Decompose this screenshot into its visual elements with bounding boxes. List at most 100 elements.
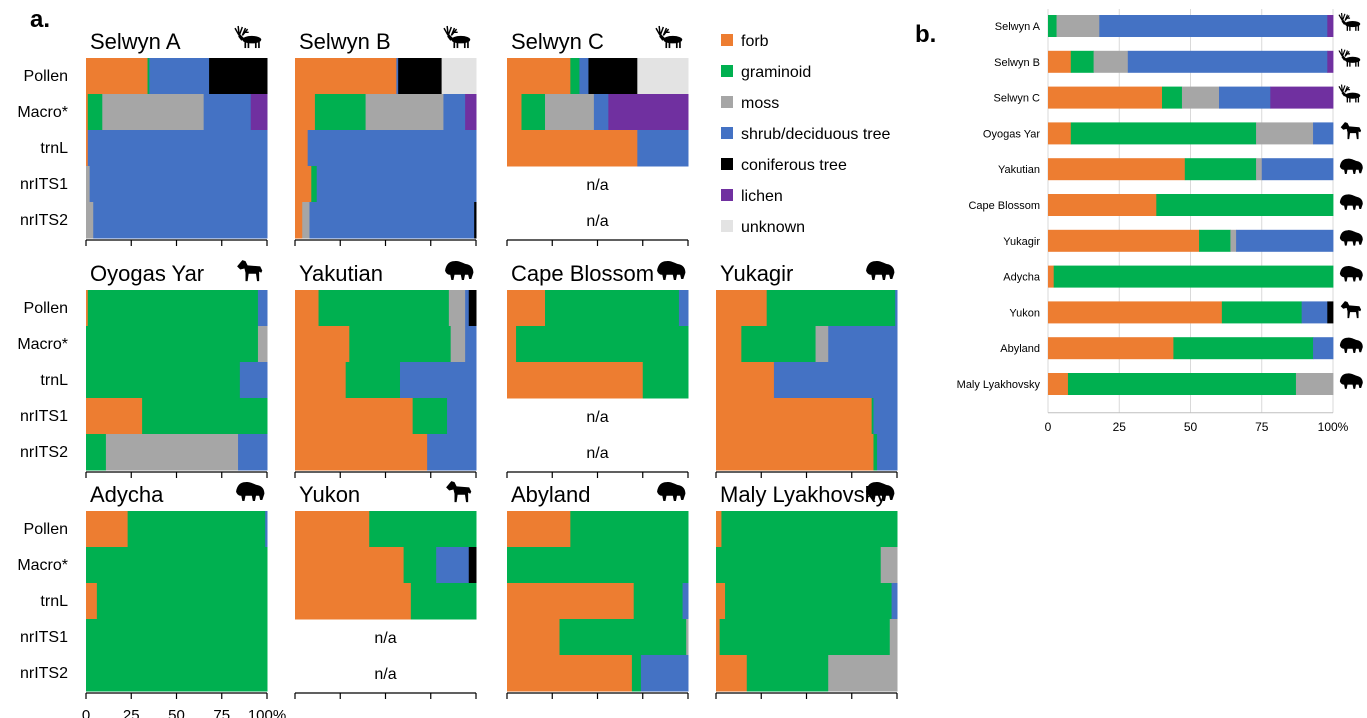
bar-segment-shrub (679, 290, 689, 327)
na-label: n/a (586, 213, 608, 230)
site-block: Adycha Pollen Macro* trnL nrITS1 nrITS2 0 25 50 7… (17, 482, 286, 718)
bison-icon-shape (1340, 194, 1363, 209)
row-label: trnL (40, 593, 68, 610)
bar-segment-shrub (892, 583, 898, 620)
bar-segment-shrub (1262, 158, 1334, 180)
x-tick-label: 25 (123, 707, 140, 718)
horse-icon-shape (237, 260, 262, 281)
bar-segment-graminoid (86, 434, 106, 471)
bar-segment-graminoid (88, 94, 103, 131)
bar-segment-graminoid (1199, 230, 1231, 252)
summary-row: Adycha (1003, 266, 1363, 288)
x-tick-label: 100% (248, 707, 286, 718)
bar-segment-shrub (465, 326, 476, 363)
bar-segment-moss (102, 94, 204, 131)
legend-item-lichen: lichen (721, 188, 783, 205)
bar-segment-conifer (469, 290, 477, 327)
bar-segment-shrub (877, 434, 897, 471)
category-label: Selwyn A (995, 21, 1041, 33)
site-title: Cape Blossom (511, 261, 654, 286)
bar-segment-forb (86, 58, 148, 95)
legend-item-conifer: coniferous tree (721, 157, 847, 174)
category-label: Abyland (1000, 343, 1040, 355)
caribou-icon (235, 26, 261, 48)
row-label: trnL (40, 140, 68, 157)
bar-segment-forb (716, 290, 767, 327)
bar-segment-forb (716, 619, 720, 656)
bar-segment-forb (295, 583, 411, 620)
bison-icon (445, 261, 473, 280)
row-label: trnL (40, 372, 68, 389)
bar-segment-shrub (88, 130, 268, 167)
bar-segment-forb (716, 583, 726, 620)
bar-segment-forb (295, 58, 397, 95)
legend-label: coniferous tree (741, 157, 847, 174)
legend-swatch (721, 96, 733, 108)
bar-segment-graminoid (319, 290, 450, 327)
bar-segment-shrub (317, 166, 477, 203)
bar-segment-shrub (641, 655, 689, 692)
caribou-icon-shape (1339, 13, 1360, 31)
summary-row: Maly Lyakhovsky (957, 373, 1363, 395)
bar-segment-shrub (240, 362, 268, 399)
bar-segment-forb (86, 583, 97, 620)
bison-icon-shape (1340, 159, 1363, 174)
summary-row: Yukagir (1003, 230, 1363, 252)
legend-swatch (721, 158, 733, 170)
legend-label: lichen (741, 188, 783, 205)
bar-segment-forb (295, 547, 404, 584)
bar-segment-lichen (251, 94, 268, 131)
na-label: n/a (586, 409, 608, 426)
bar-segment-shrub (774, 362, 898, 399)
panel-b-label: b. (915, 21, 936, 48)
bar-segment-forb (295, 166, 312, 203)
row-label: Pollen (24, 521, 68, 538)
bison-icon (866, 261, 894, 280)
bar-segment-shrub (427, 434, 476, 471)
site-block: Yakutian (295, 261, 477, 478)
x-tick-label: 25 (1113, 420, 1127, 434)
caribou-icon (444, 26, 470, 48)
bar-segment-forb (507, 290, 546, 327)
bar-segment-forb (1048, 194, 1157, 216)
row-label: Pollen (24, 300, 68, 317)
legend-item-graminoid: graminoid (721, 64, 811, 81)
bar-segment-moss (302, 202, 310, 239)
bar-segment-graminoid (507, 547, 689, 584)
horse-icon-shape (446, 481, 471, 502)
bar-segment-forb (716, 326, 742, 363)
bar-segment-graminoid (1162, 87, 1182, 109)
bison-icon-shape (1340, 338, 1363, 353)
bar-segment-forb (1048, 122, 1071, 144)
bar-segment-forb (295, 130, 308, 167)
category-label: Yukon (1009, 307, 1040, 319)
bar-segment-graminoid (1054, 266, 1334, 288)
bar-segment-forb (1048, 158, 1185, 180)
bar-segment-shrub (873, 398, 897, 435)
site-title: Maly Lyakhovsky (720, 482, 887, 507)
bar-segment-graminoid (570, 58, 580, 95)
bar-segment-shrub (93, 202, 267, 239)
bison-icon-shape (236, 482, 264, 501)
summary-row: Yakutian (998, 158, 1363, 180)
site-title: Selwyn B (299, 29, 391, 54)
x-tick-label: 0 (1045, 420, 1052, 434)
summary-row: Selwyn C (994, 85, 1361, 109)
bar-segment-shrub (1313, 122, 1333, 144)
legend-swatch (721, 127, 733, 139)
summary-row: Abyland (1000, 337, 1363, 359)
bar-segment-graminoid (634, 583, 683, 620)
bar-segment-forb (507, 362, 643, 399)
site-block: Selwyn C n/a n/a (507, 26, 689, 246)
category-label: Maly Lyakhovsky (957, 379, 1041, 391)
bar-segment-shrub (594, 94, 609, 131)
site-title: Yukagir (720, 261, 793, 286)
site-block: Selwyn B (295, 26, 477, 246)
bar-segment-forb (1048, 87, 1162, 109)
bar-segment-lichen (465, 94, 476, 131)
site-title: Selwyn C (511, 29, 604, 54)
bar-segment-forb (1048, 266, 1054, 288)
bar-segment-forb (507, 58, 571, 95)
caribou-icon (1339, 49, 1360, 67)
bar-segment-forb (1048, 51, 1071, 73)
